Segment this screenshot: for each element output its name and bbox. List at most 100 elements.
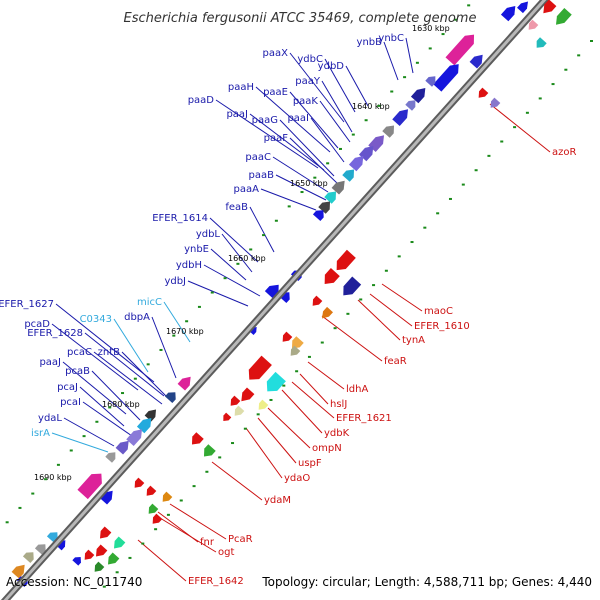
gene-feature[interactable] (312, 207, 327, 222)
gene-label[interactable]: fnr (200, 537, 215, 548)
gene-label[interactable]: maoC (424, 306, 453, 317)
gene-feature[interactable] (244, 355, 272, 385)
gene-label[interactable]: paaJ (39, 357, 61, 368)
gene-feature[interactable] (445, 31, 478, 66)
gene-feature[interactable] (476, 87, 489, 101)
gene-feature[interactable] (342, 166, 357, 182)
gene-feature[interactable] (288, 336, 304, 352)
gene-label[interactable]: ydbC (297, 54, 323, 65)
gene-label[interactable]: pcaC (67, 347, 92, 358)
gene-label[interactable]: EFER_1610 (414, 321, 470, 332)
gene-label[interactable]: EFER_1621 (336, 413, 392, 424)
gene-feature[interactable] (97, 526, 112, 542)
gene-feature[interactable] (132, 477, 145, 491)
gene-feature[interactable] (111, 536, 126, 552)
gene-feature[interactable] (319, 306, 333, 321)
gene-label[interactable]: paaH (228, 82, 254, 93)
gene-label[interactable]: zntB (98, 347, 121, 358)
gene-feature[interactable] (288, 345, 301, 359)
gene-label[interactable]: ydbH (176, 260, 202, 271)
gene-label[interactable]: ogt (218, 547, 234, 558)
gene-feature[interactable] (22, 549, 37, 564)
gene-label[interactable]: ydaM (264, 495, 291, 506)
gene-label[interactable]: tynA (402, 335, 425, 346)
gene-label[interactable]: ldhA (346, 384, 368, 395)
gene-label[interactable]: EFER_1614 (152, 213, 208, 224)
gene-label[interactable]: paaE (263, 87, 288, 98)
gene-feature[interactable] (82, 549, 95, 563)
gene-label[interactable]: EFER_1627 (0, 299, 54, 310)
gene-feature[interactable] (332, 249, 356, 274)
gene-label[interactable]: feaB (225, 202, 248, 213)
gene-feature[interactable] (392, 106, 411, 127)
gene-feature[interactable] (331, 177, 349, 195)
gene-feature[interactable] (105, 449, 118, 463)
gene-label[interactable]: ydbD (318, 61, 345, 72)
gene-label[interactable]: ydaL (38, 413, 62, 424)
gene-label[interactable]: ynbB (357, 37, 383, 48)
gene-feature[interactable] (150, 513, 163, 527)
gene-feature[interactable] (324, 188, 339, 204)
gene-feature[interactable] (146, 503, 159, 517)
gene-label[interactable]: azoR (552, 147, 576, 158)
gene-feature[interactable] (92, 561, 105, 575)
gene-feature[interactable] (93, 544, 108, 560)
gene-feature[interactable] (188, 432, 204, 448)
gene-label[interactable]: EFER_1642 (188, 576, 244, 587)
gene-feature[interactable] (280, 331, 293, 345)
gene-label[interactable]: ompN (312, 443, 342, 454)
gene-feature[interactable] (339, 276, 362, 300)
gene-label[interactable]: paaB (249, 170, 275, 181)
gene-label[interactable]: hslJ (330, 399, 347, 410)
gene-feature[interactable] (177, 373, 195, 391)
gene-label[interactable]: pcaI (60, 397, 81, 408)
gene-feature[interactable] (405, 97, 418, 111)
gene-feature[interactable] (228, 395, 241, 409)
gene-feature[interactable] (105, 552, 120, 568)
gene-feature[interactable] (77, 469, 106, 500)
gene-label[interactable]: pcaJ (57, 382, 78, 393)
gene-feature[interactable] (136, 415, 155, 434)
gene-feature[interactable] (200, 444, 216, 460)
gene-feature[interactable] (34, 541, 49, 556)
gene-feature[interactable] (256, 399, 269, 413)
gene-label[interactable]: ydbK (324, 428, 350, 439)
gene-feature[interactable] (320, 268, 340, 288)
gene-feature[interactable] (410, 85, 429, 104)
gene-label[interactable]: paaF (264, 133, 289, 144)
gene-feature[interactable] (262, 371, 286, 396)
gene-label[interactable]: uspF (298, 458, 322, 469)
gene-label[interactable]: ydaO (284, 473, 310, 484)
gene-feature[interactable] (221, 412, 232, 424)
gene-label[interactable]: paaG (252, 115, 278, 126)
gene-feature[interactable] (126, 426, 145, 447)
gene-feature[interactable] (11, 561, 29, 579)
gene-feature[interactable] (144, 407, 160, 422)
gene-label[interactable]: micC (137, 297, 162, 308)
gene-label[interactable]: paaI (287, 113, 309, 124)
gene-label[interactable]: paaK (293, 96, 319, 107)
gene-label[interactable]: C0343 (80, 314, 112, 325)
gene-label[interactable]: EFER_1628 (27, 328, 83, 339)
gene-feature[interactable] (160, 491, 173, 505)
gene-label[interactable]: PcaR (228, 534, 253, 545)
gene-feature[interactable] (164, 389, 179, 404)
gene-feature[interactable] (533, 37, 547, 50)
gene-feature[interactable] (425, 73, 438, 87)
gene-feature[interactable] (72, 554, 83, 566)
gene-feature[interactable] (115, 437, 133, 455)
gene-label[interactable]: ydbL (196, 229, 221, 240)
gene-feature[interactable] (469, 51, 487, 69)
gene-feature[interactable] (517, 0, 531, 14)
gene-label[interactable]: pcaD (24, 319, 50, 330)
gene-label[interactable]: dbpA (124, 312, 150, 323)
gene-feature[interactable] (382, 122, 397, 138)
gene-feature[interactable] (310, 295, 323, 309)
gene-feature[interactable] (238, 387, 255, 404)
gene-feature[interactable] (552, 7, 572, 28)
gene-label[interactable]: paaD (188, 95, 215, 106)
gene-feature[interactable] (348, 153, 367, 172)
gene-label[interactable]: ynbC (378, 33, 404, 44)
gene-label[interactable]: paaA (234, 184, 260, 195)
gene-label[interactable]: paaC (245, 152, 271, 163)
